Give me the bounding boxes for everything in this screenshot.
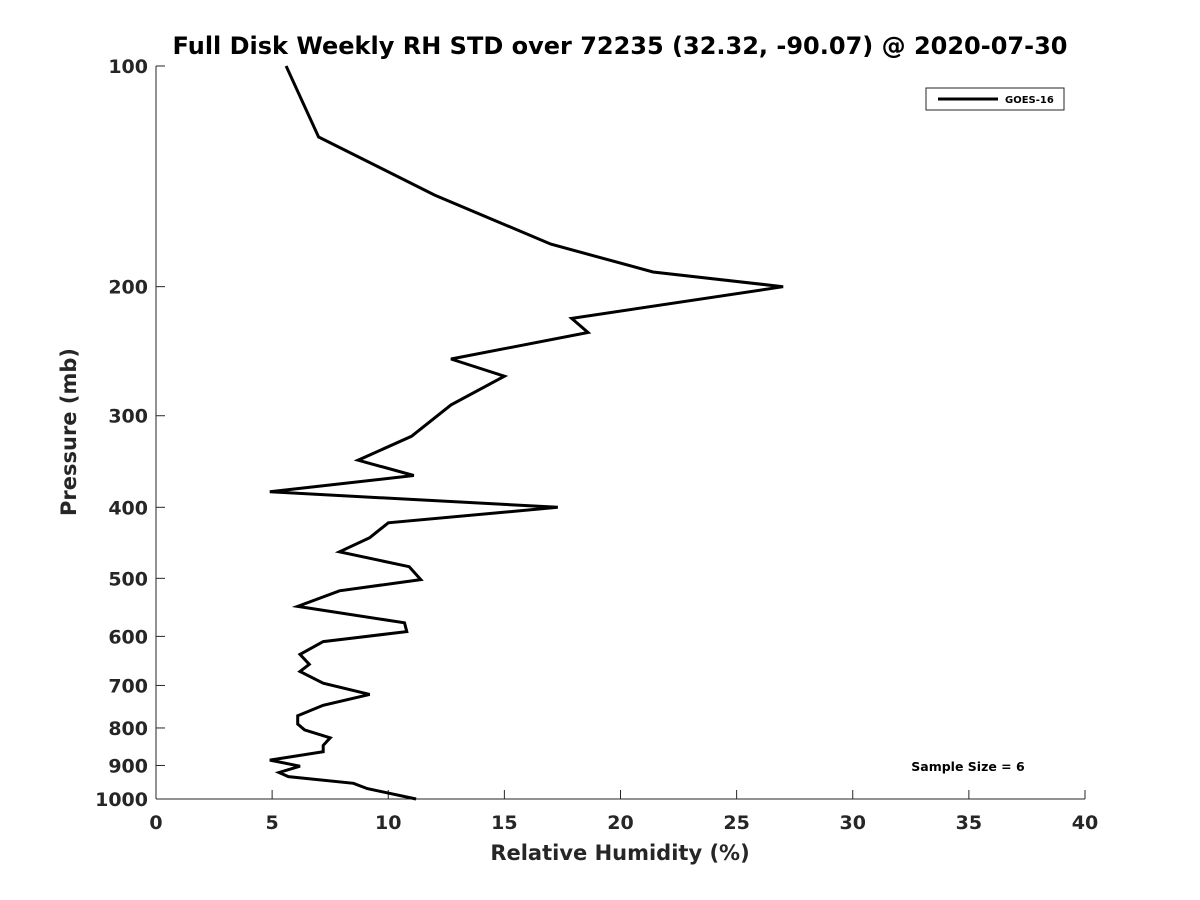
y-tick-label: 100 bbox=[108, 56, 148, 78]
legend: GOES-16 bbox=[925, 87, 1065, 111]
x-tick-label: 35 bbox=[956, 812, 982, 834]
y-axis-label: Pressure (mb) bbox=[57, 348, 81, 516]
series-line-goes-16 bbox=[269, 65, 784, 801]
x-tick-label: 30 bbox=[840, 812, 866, 834]
y-tick-label: 400 bbox=[108, 497, 148, 519]
y-tick-label: 1000 bbox=[95, 789, 148, 811]
x-tick-label: 20 bbox=[607, 812, 633, 834]
x-tick-label: 0 bbox=[149, 812, 162, 834]
y-tick-label: 900 bbox=[108, 755, 148, 777]
y-tick-label: 600 bbox=[108, 626, 148, 648]
sample-size-annotation: Sample Size = 6 bbox=[911, 759, 1025, 774]
x-tick-label: 5 bbox=[266, 812, 279, 834]
x-tick-label: 10 bbox=[375, 812, 401, 834]
y-tick-label: 800 bbox=[108, 718, 148, 740]
plot-area: 0 5 10 15 20 25 30 35 40 100 200 300 400 500 600 700 800… bbox=[95, 56, 1098, 834]
x-tick-label: 25 bbox=[723, 812, 749, 834]
x-tick-label: 15 bbox=[491, 812, 517, 834]
y-tick-label: 200 bbox=[108, 277, 148, 299]
y-tick-label: 300 bbox=[108, 406, 148, 428]
y-tick-label: 500 bbox=[108, 568, 148, 590]
y-tick-label: 700 bbox=[108, 675, 148, 697]
chart-title: Full Disk Weekly RH STD over 72235 (32.3… bbox=[173, 32, 1068, 60]
x-axis-label: Relative Humidity (%) bbox=[490, 841, 749, 865]
legend-label-goes-16: GOES-16 bbox=[1005, 95, 1054, 106]
x-tick-label: 40 bbox=[1072, 812, 1098, 834]
